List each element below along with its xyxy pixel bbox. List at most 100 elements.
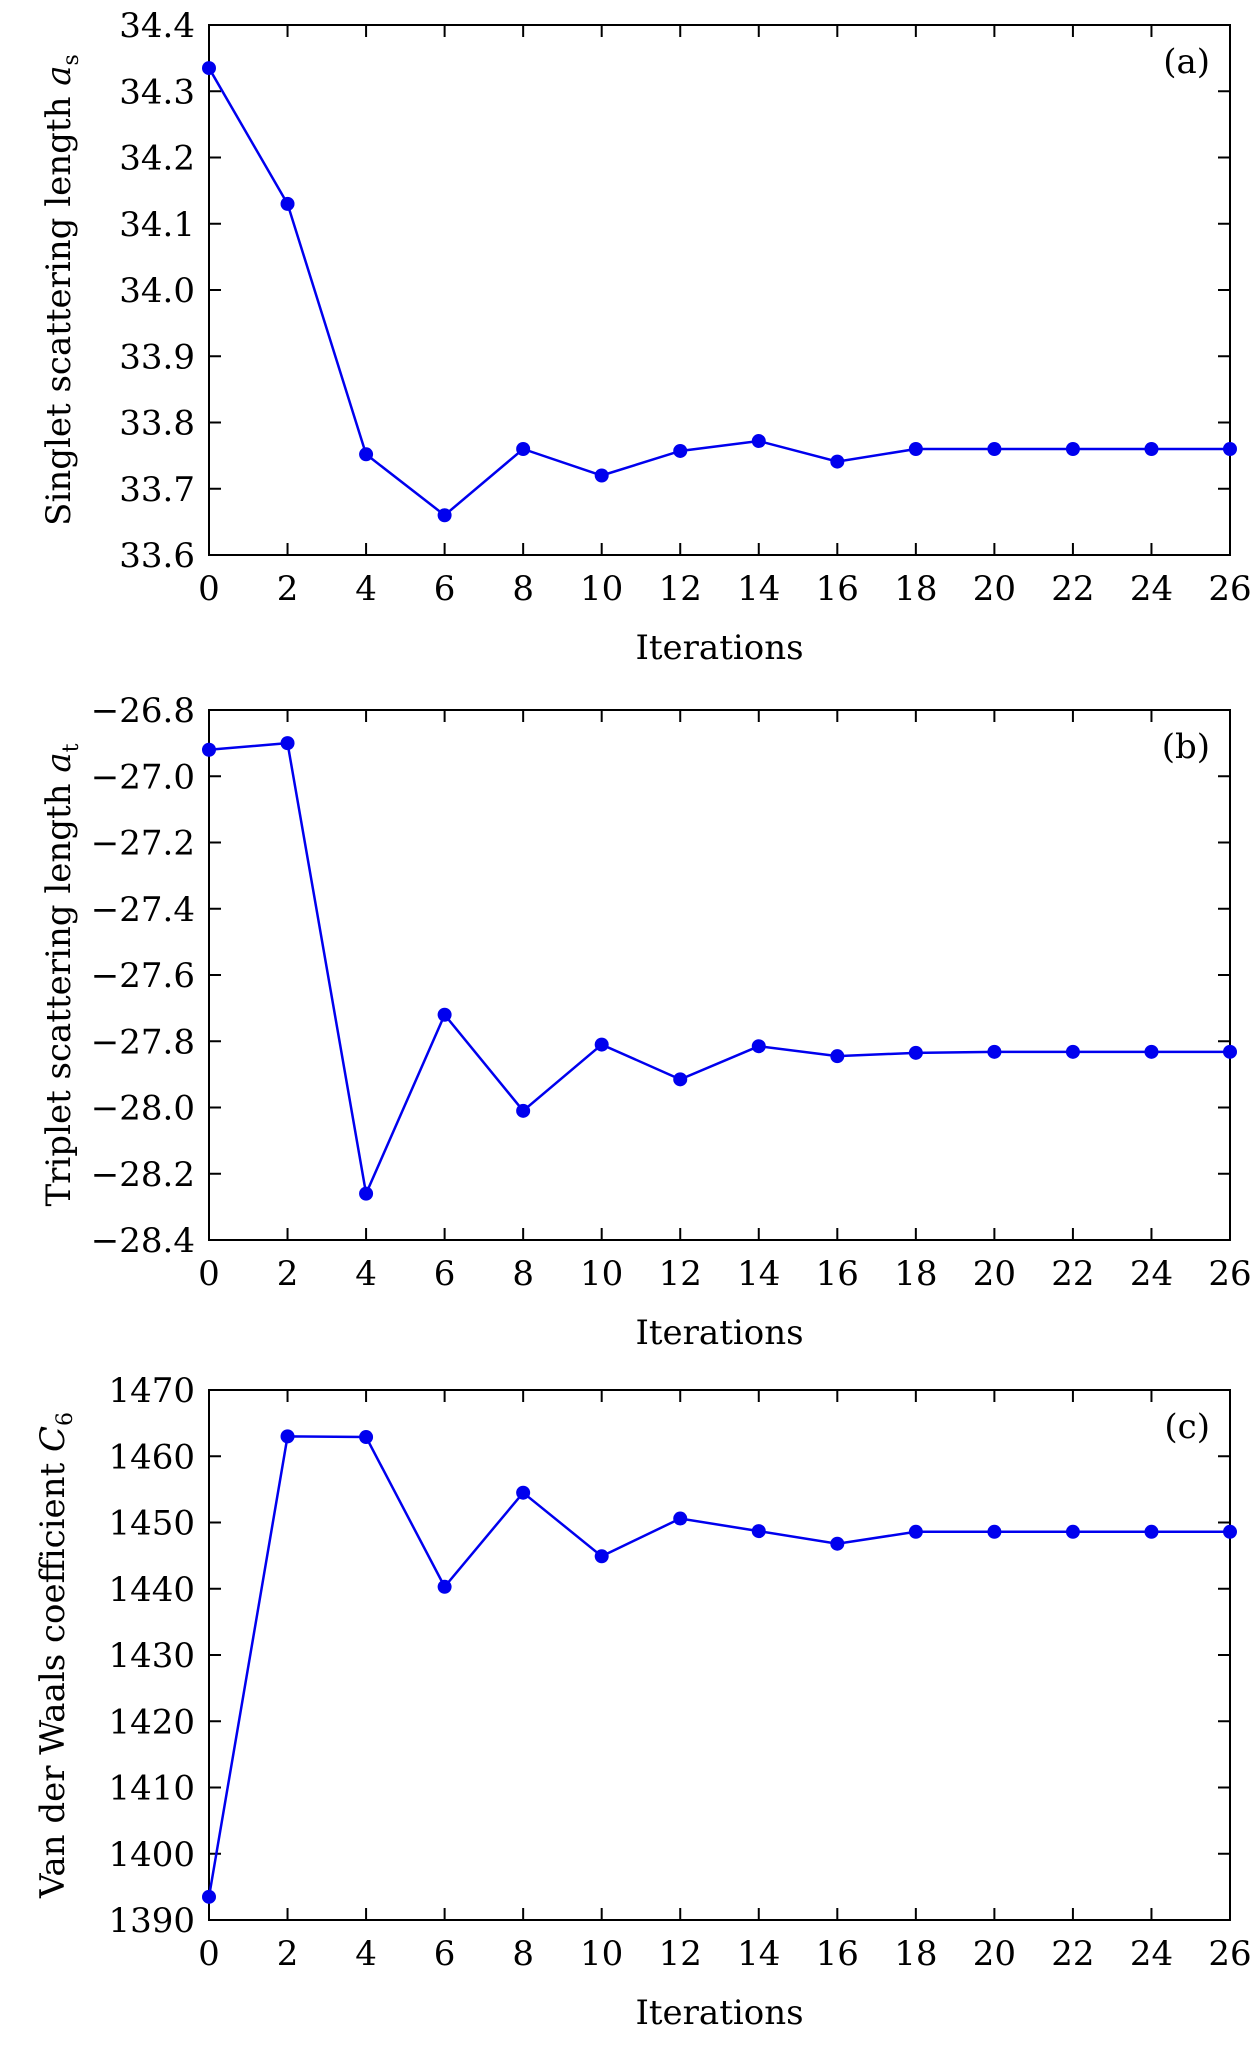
y-axis-title-text: Triplet scattering length bbox=[39, 773, 79, 1207]
x-tick-label: 0 bbox=[198, 1934, 220, 1974]
data-point bbox=[202, 1889, 216, 1904]
y-axis-title-symbol: C bbox=[33, 1426, 73, 1452]
data-point bbox=[751, 434, 766, 449]
panel-label: (c) bbox=[1164, 1407, 1210, 1447]
data-point bbox=[987, 1044, 1002, 1059]
x-tick-label: 4 bbox=[355, 1254, 377, 1294]
x-tick-label: 18 bbox=[894, 569, 937, 609]
data-point bbox=[202, 742, 216, 757]
y-tick-label: −28.0 bbox=[91, 1089, 195, 1129]
y-tick-label: 1470 bbox=[108, 1371, 195, 1411]
data-point bbox=[437, 508, 452, 523]
y-axis-title-text: Singlet scattering length bbox=[39, 86, 79, 526]
y-tick-label: −28.4 bbox=[91, 1221, 195, 1261]
x-tick-label: 2 bbox=[277, 1254, 299, 1294]
series-line bbox=[207, 67, 1230, 517]
y-tick-label: 1440 bbox=[108, 1570, 195, 1610]
data-point bbox=[202, 61, 216, 76]
data-point bbox=[516, 1103, 531, 1118]
y-tick-label: 1410 bbox=[108, 1769, 195, 1809]
data-point bbox=[594, 468, 609, 483]
data-point bbox=[987, 442, 1002, 456]
data-point bbox=[280, 736, 295, 751]
y-tick-label: 33.6 bbox=[119, 536, 195, 576]
data-point bbox=[280, 1429, 295, 1444]
x-tick-label: 18 bbox=[894, 1934, 937, 1974]
y-tick-label: 34.4 bbox=[119, 6, 195, 46]
data-point bbox=[751, 1524, 766, 1539]
data-point bbox=[673, 443, 688, 458]
y-axis-title: Van der Waals coefficient C6 bbox=[33, 1412, 78, 1899]
data-point bbox=[987, 1524, 1002, 1539]
y-tick-label: −27.6 bbox=[91, 956, 195, 996]
data-point bbox=[1223, 1524, 1237, 1539]
x-tick-label: 6 bbox=[434, 1254, 456, 1294]
y-tick-label: −27.4 bbox=[91, 890, 195, 930]
x-tick-label: 22 bbox=[1051, 1934, 1094, 1974]
chart-panel-3: 0 2 4 6 8 10 12 14 16 18 20 22 24 2613901400141014201… bbox=[33, 1371, 1252, 2033]
y-axis-title-symbol: a bbox=[39, 65, 79, 85]
x-tick-label: 20 bbox=[973, 1254, 1016, 1294]
y-tick-label: 1400 bbox=[108, 1835, 195, 1875]
x-tick-label: 26 bbox=[1208, 569, 1251, 609]
y-tick-label: 34.2 bbox=[119, 139, 195, 179]
y-axis-title-symbol: a bbox=[39, 752, 79, 772]
y-tick-label: 1390 bbox=[108, 1901, 195, 1941]
data-point bbox=[516, 1485, 531, 1500]
y-tick-label: 34.0 bbox=[119, 271, 195, 311]
x-tick-label: 22 bbox=[1051, 569, 1094, 609]
x-tick-label: 4 bbox=[355, 1934, 377, 1974]
x-tick-label: 16 bbox=[816, 1934, 859, 1974]
x-axis-title: Iterations bbox=[635, 628, 803, 668]
x-tick-label: 2 bbox=[277, 1934, 299, 1974]
y-tick-label: 1420 bbox=[108, 1702, 195, 1742]
x-tick-label: 4 bbox=[355, 569, 377, 609]
panel-label: (a) bbox=[1163, 42, 1210, 82]
x-tick-label: 0 bbox=[198, 569, 220, 609]
x-axis-title: Iterations bbox=[635, 1993, 803, 2033]
data-point bbox=[1223, 442, 1237, 456]
x-tick-label: 14 bbox=[737, 1934, 780, 1974]
y-axis-title-subscript: s bbox=[59, 54, 84, 65]
x-axis-title: Iterations bbox=[635, 1313, 803, 1353]
plot-frame bbox=[208, 1389, 1231, 1921]
x-tick-label: 8 bbox=[512, 569, 534, 609]
x-tick-label: 18 bbox=[894, 1254, 937, 1294]
data-point bbox=[1223, 1044, 1237, 1059]
series-line bbox=[208, 741, 1230, 1198]
y-axis-title-subscript: t bbox=[59, 743, 84, 752]
data-point bbox=[908, 1524, 923, 1539]
data-point bbox=[908, 1045, 923, 1060]
x-tick-label: 2 bbox=[277, 569, 299, 609]
y-tick-label: −27.2 bbox=[91, 824, 195, 864]
y-tick-label: 1450 bbox=[108, 1504, 195, 1544]
chart-panel-1: 0 2 4 6 8 10 12 14 16 18 20 22 24 2633.633.733.833.93… bbox=[39, 6, 1252, 668]
panel-label: (b) bbox=[1162, 727, 1210, 767]
x-tick-label: 24 bbox=[1130, 1254, 1173, 1294]
data-point bbox=[908, 442, 923, 456]
data-point bbox=[280, 196, 295, 211]
y-axis-title: Triplet scattering length at bbox=[39, 743, 84, 1206]
x-tick-label: 14 bbox=[737, 1254, 780, 1294]
x-tick-label: 12 bbox=[659, 569, 702, 609]
data-point bbox=[437, 1579, 452, 1594]
data-point bbox=[359, 447, 374, 462]
x-tick-label: 12 bbox=[659, 1254, 702, 1294]
data-point bbox=[1144, 1524, 1159, 1539]
y-tick-label: −26.8 bbox=[91, 691, 195, 731]
data-point bbox=[673, 1511, 688, 1526]
x-tick-label: 0 bbox=[198, 1254, 220, 1294]
y-tick-label: 1460 bbox=[108, 1437, 195, 1477]
x-tick-label: 26 bbox=[1208, 1934, 1251, 1974]
y-tick-label: 34.1 bbox=[119, 205, 195, 245]
x-tick-label: 10 bbox=[580, 1934, 623, 1974]
y-axis-title-subscript: 6 bbox=[53, 1412, 78, 1426]
y-tick-label: −27.0 bbox=[91, 757, 195, 797]
plot-frame bbox=[208, 709, 1231, 1241]
data-point bbox=[437, 1007, 452, 1022]
x-tick-label: 16 bbox=[816, 1254, 859, 1294]
data-point bbox=[1144, 442, 1159, 456]
y-tick-label: 1430 bbox=[108, 1636, 195, 1676]
